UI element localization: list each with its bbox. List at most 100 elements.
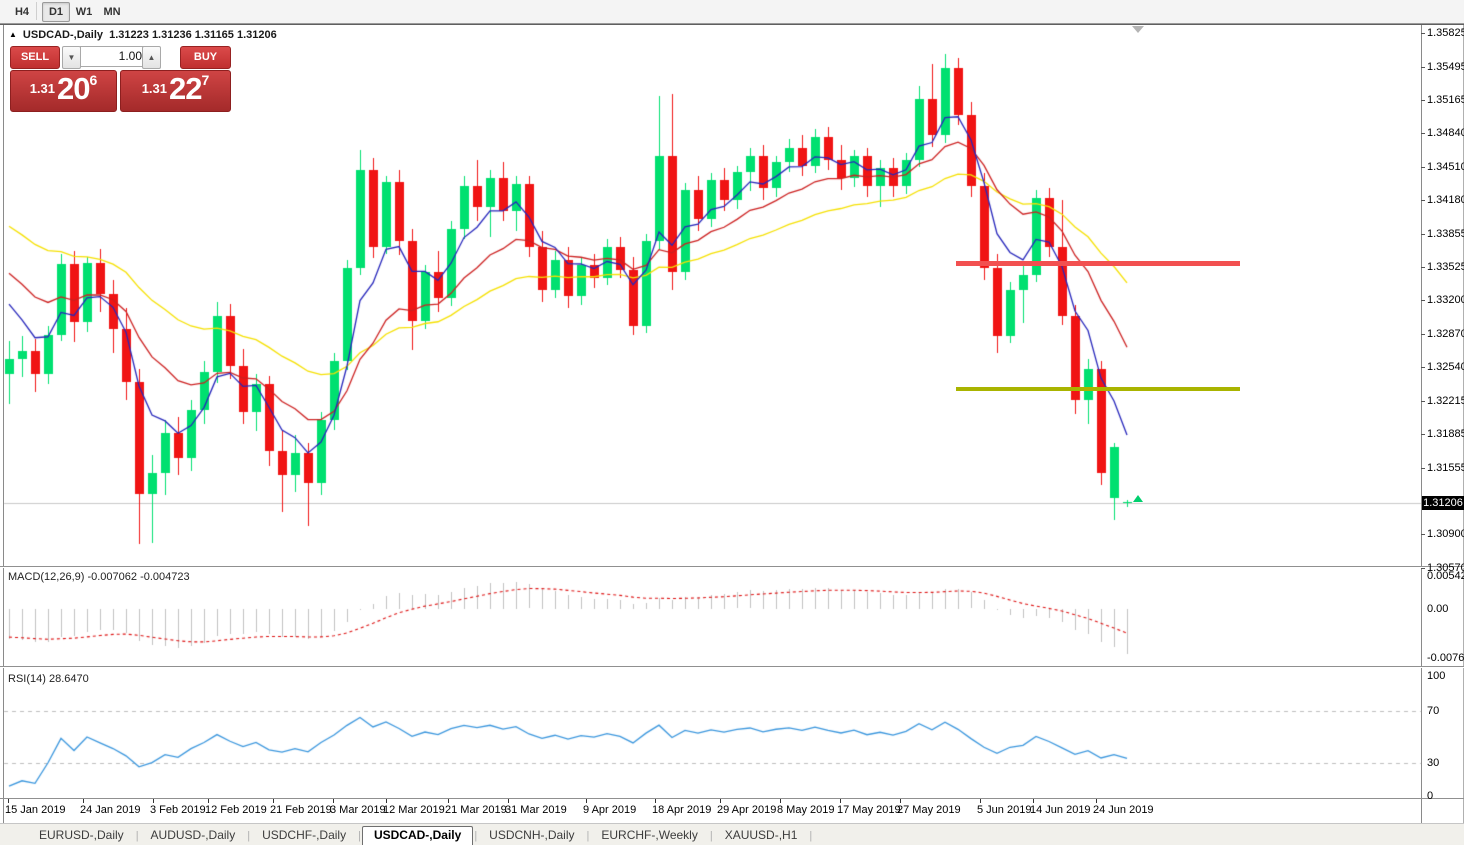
date-label: 21 Mar 2019 (445, 804, 507, 816)
tab-separator: | (474, 830, 478, 842)
window-left-border (3, 25, 4, 823)
price-tick-label: 1.34510 (1427, 161, 1464, 173)
price-tick-mark (1421, 167, 1425, 168)
ask-price-box[interactable]: 1.31227 (120, 70, 231, 112)
chart-tab-bar: EURUSD-,Daily | AUDUSD-,Daily | USDCHF-,Dail… (0, 823, 1464, 845)
price-tick-label: 1.32870 (1427, 328, 1464, 340)
rsi-label: RSI(14) 28.6470 (8, 673, 89, 685)
date-tick-mark (208, 799, 209, 803)
chart-title: ▲ USDCAD-,Daily 1.31223 1.31236 1.31165 1… (9, 29, 277, 41)
rsi-axis-label: 100 (1427, 670, 1446, 682)
price-tick-mark (1421, 300, 1425, 301)
date-label: 3 Mar 2019 (330, 804, 386, 816)
price-tick-label: 1.33855 (1427, 228, 1464, 240)
price-tick-mark (1421, 401, 1425, 402)
resistance-hline[interactable] (956, 261, 1240, 266)
sell-button[interactable]: SELL (10, 46, 60, 69)
bid-price-sup: 6 (89, 72, 98, 88)
price-tick-label: 1.31885 (1427, 428, 1464, 440)
collapse-arrow-icon[interactable]: ▲ (9, 30, 17, 39)
bid-price-box[interactable]: 1.31206 (10, 70, 117, 112)
tab-separator: | (809, 830, 813, 842)
price-tick-label: 1.34840 (1427, 127, 1464, 139)
macd-label: MACD(12,26,9) -0.007062 -0.004723 (8, 571, 190, 583)
price-tick-label: 1.30570 (1427, 562, 1464, 574)
chart-tab-eurchf[interactable]: EURCHF-,Weekly (601, 828, 698, 842)
rsi-axis-label: 30 (1427, 757, 1440, 769)
date-label: 8 May 2019 (777, 804, 835, 816)
price-tick-label: 1.31555 (1427, 462, 1464, 474)
rsi-axis-label: 70 (1427, 705, 1440, 717)
volume-increase-button[interactable]: ▲ (142, 46, 161, 69)
macd-axis-label: 0.005421 (1427, 570, 1464, 582)
chart-tab-usdchf[interactable]: USDCHF-,Daily (262, 828, 347, 842)
date-tick-mark (980, 799, 981, 803)
price-tick-label: 1.33525 (1427, 261, 1464, 273)
chart-tab-eurusd[interactable]: EURUSD-,Daily (39, 828, 124, 842)
date-tick-mark (508, 799, 509, 803)
volume-decrease-button[interactable]: ▼ (62, 46, 81, 69)
date-tick-mark (780, 799, 781, 803)
date-tick-mark (83, 799, 84, 803)
date-label: 31 Mar 2019 (505, 804, 567, 816)
price-tick-mark (1421, 267, 1425, 268)
ask-price-sup: 7 (201, 72, 210, 88)
rsi-axis-label: 0 (1427, 790, 1434, 802)
price-tick-mark (1421, 367, 1425, 368)
chart-shift-marker-icon[interactable] (1132, 26, 1144, 33)
price-tick-label: 1.34180 (1427, 194, 1464, 206)
date-label: 17 May 2019 (837, 804, 901, 816)
price-tick-label: 1.32215 (1427, 395, 1464, 407)
tab-separator: | (709, 830, 713, 842)
date-tick-mark (333, 799, 334, 803)
date-label: 9 Apr 2019 (583, 804, 637, 816)
chart-symbol-label: USDCAD-,Daily (22, 29, 103, 41)
date-tick-mark (1096, 799, 1097, 803)
date-label: 5 Jun 2019 (977, 804, 1032, 816)
volume-input[interactable]: 1.00 (80, 46, 150, 67)
date-axis-separator (0, 798, 1464, 799)
date-tick-mark (840, 799, 841, 803)
price-tick-mark (1421, 67, 1425, 68)
price-tick-mark (1421, 468, 1425, 469)
pane-separator-2[interactable] (0, 666, 1464, 667)
chart-tab-xauusd[interactable]: XAUUSD-,H1 (724, 828, 798, 842)
price-tick-mark (1421, 434, 1425, 435)
price-tick-mark (1421, 568, 1425, 569)
date-label: 3 Feb 2019 (150, 804, 206, 816)
date-tick-mark (586, 799, 587, 803)
price-tick-mark (1421, 100, 1425, 101)
macd-axis-label: 0.00 (1427, 603, 1449, 615)
price-tick-mark (1421, 334, 1425, 335)
price-tick-label: 1.33200 (1427, 294, 1464, 306)
price-tick-mark (1421, 200, 1425, 201)
tab-separator: | (586, 830, 590, 842)
chart-tab-usdcnh[interactable]: USDCNH-,Daily (489, 828, 575, 842)
date-label: 24 Jan 2019 (80, 804, 141, 816)
tab-separator: | (358, 830, 361, 842)
bid-price-small: 1.31 (29, 81, 56, 96)
date-tick-mark (1033, 799, 1034, 803)
date-tick-mark (448, 799, 449, 803)
chart-tab-usdcad[interactable]: USDCAD-,Daily (361, 826, 474, 845)
price-tick-label: 1.35495 (1427, 61, 1464, 73)
ask-price-big: 22 (169, 71, 202, 106)
bid-price-big: 20 (57, 71, 90, 106)
price-tick-label: 1.35165 (1427, 94, 1464, 106)
chart-ohlc-values: 1.31223 1.31236 1.31165 1.31206 (109, 29, 277, 41)
chart-tab-audusd[interactable]: AUDUSD-,Daily (150, 828, 236, 842)
current-price-tag: 1.31206 (1422, 496, 1464, 510)
price-tick-mark (1421, 133, 1425, 134)
price-tick-mark (1421, 534, 1425, 535)
tab-separator: | (135, 830, 139, 842)
buy-button[interactable]: BUY (180, 46, 231, 69)
date-label: 12 Mar 2019 (383, 804, 445, 816)
pane-separator-1[interactable] (0, 566, 1464, 567)
support-hline[interactable] (956, 387, 1240, 391)
bid-price-arrow-icon (1133, 495, 1143, 502)
ask-price-small: 1.31 (141, 81, 168, 96)
date-tick-mark (153, 799, 154, 803)
date-label: 21 Feb 2019 (270, 804, 332, 816)
